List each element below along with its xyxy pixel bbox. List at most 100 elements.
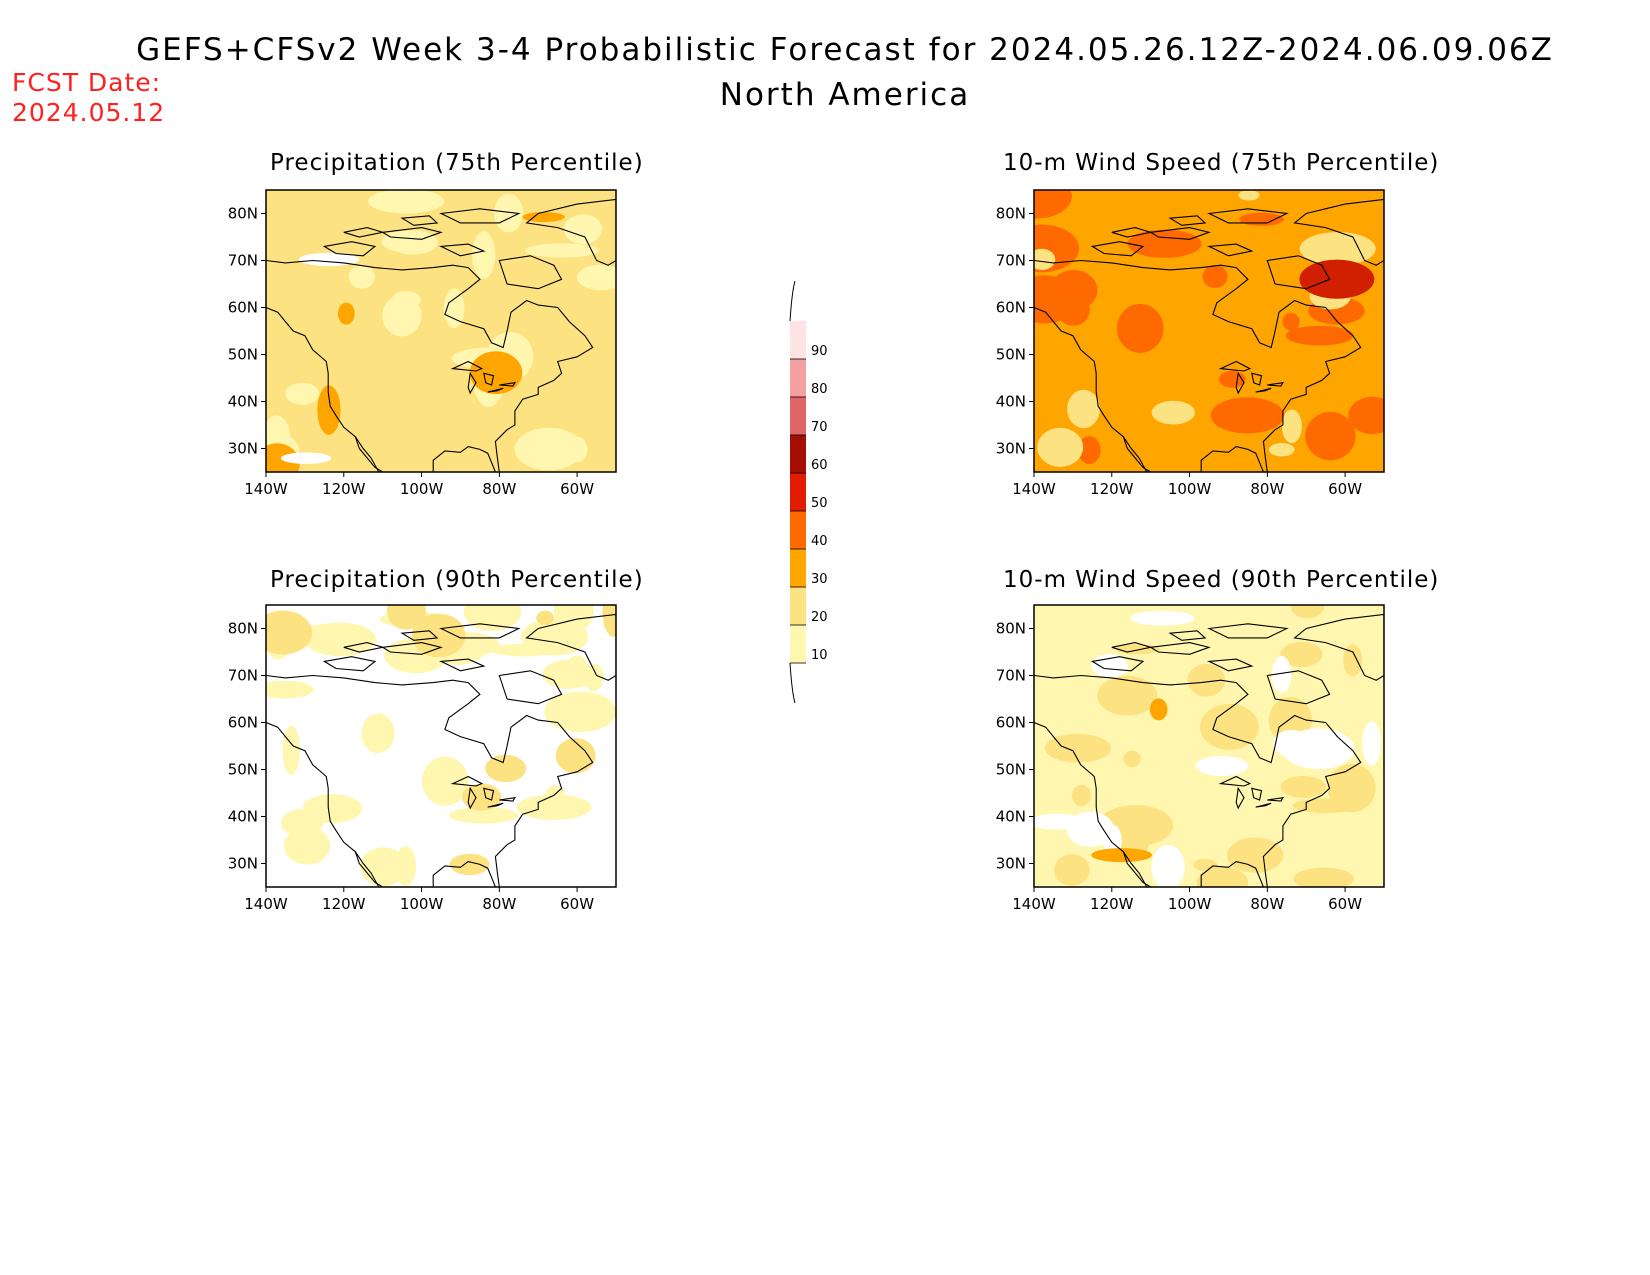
lon-tick-label: 120W — [1090, 895, 1134, 913]
lake-outline — [1251, 372, 1263, 386]
island-outline — [1168, 215, 1207, 226]
colorbar-level-label: 10 — [811, 648, 828, 663]
probability-patch — [361, 713, 395, 754]
probability-patch — [1285, 325, 1354, 346]
island-outline — [438, 658, 486, 672]
island-outline — [322, 241, 377, 257]
lake-outline — [1255, 802, 1272, 808]
probability-patch — [521, 618, 588, 656]
lat-tick-label: 70N — [996, 667, 1026, 685]
lake-outline — [1235, 371, 1245, 395]
lat-tick-label: 50N — [228, 346, 258, 364]
lon-tick-label: 80W — [1250, 480, 1284, 498]
lake-outline — [1251, 787, 1263, 801]
lat-tick-label: 60N — [996, 299, 1026, 317]
colorbar-bottom-cap — [789, 662, 796, 704]
lon-tick-label: 80W — [1250, 895, 1284, 913]
lon-tick-label: 60W — [560, 895, 594, 913]
lat-tick-label: 80N — [228, 620, 258, 638]
island-outline — [322, 656, 377, 672]
lon-tick-label: 100W — [400, 480, 444, 498]
probability-patch — [1305, 411, 1356, 461]
probability-patch — [1238, 190, 1260, 201]
panel-title-precip-90: Precipitation (90th Percentile) — [270, 567, 644, 593]
island-outline — [400, 630, 439, 641]
colorbar-swatch — [790, 511, 806, 549]
lake-outline — [450, 775, 484, 787]
probability-patch — [1282, 728, 1355, 770]
map-frame — [1033, 604, 1385, 888]
probability-patch — [443, 288, 465, 329]
colorbar-swatch — [790, 625, 806, 663]
probability-patch — [1077, 436, 1101, 465]
coastline — [1034, 674, 1362, 887]
probability-patch — [388, 230, 438, 255]
colorbar-swatch — [790, 435, 806, 473]
island-outline — [1111, 227, 1151, 238]
probability-colorbar: 10 20 30 40 50 60 70 80 90 — [789, 280, 828, 704]
probability-patch — [449, 853, 490, 876]
colorbar-swatch — [790, 473, 806, 511]
probability-patch — [1067, 389, 1100, 429]
probability-patch — [266, 680, 314, 699]
lake-outline — [1218, 775, 1252, 787]
probability-patch — [348, 264, 375, 289]
probability-patch — [1187, 663, 1226, 697]
lake-outline — [483, 787, 495, 801]
probability-patch — [1034, 190, 1072, 219]
probability-patch — [1037, 427, 1084, 467]
probability-patch — [395, 846, 417, 886]
probability-patch — [1196, 866, 1249, 887]
probability-patch — [368, 190, 444, 214]
probability-patch — [1268, 443, 1295, 457]
probability-patch — [449, 807, 519, 824]
probability-patch — [469, 351, 523, 395]
coastline — [266, 721, 380, 887]
lake-outline — [1267, 381, 1284, 387]
island-outline — [438, 243, 486, 257]
map-panel-precip-75: 80N 70N 60N 50N 40N 30N 140W 120W 100W 80W 60W — [228, 189, 617, 498]
coastline — [266, 259, 594, 472]
island-outline — [1207, 208, 1289, 224]
probability-patch — [266, 443, 300, 472]
island-outline — [1168, 630, 1207, 641]
forecast-date-value: 2024.05.12 — [12, 98, 166, 127]
lat-tick-label: 30N — [996, 440, 1026, 458]
island-outline — [1111, 642, 1151, 653]
probability-patch — [563, 214, 603, 245]
probability-patch — [1066, 811, 1114, 847]
probability-patch — [1280, 775, 1327, 798]
coastline — [1122, 851, 1151, 887]
lat-tick-label: 30N — [228, 855, 258, 873]
colorbar-swatch — [790, 587, 806, 625]
colorbar-level-label: 70 — [811, 420, 828, 435]
probability-patch — [602, 605, 616, 637]
probability-patch — [1034, 248, 1056, 270]
probability-patch — [1149, 698, 1168, 721]
island-outline — [498, 255, 563, 290]
colorbar-swatch — [790, 397, 806, 435]
lat-tick-label: 70N — [228, 252, 258, 270]
island-outline — [343, 642, 383, 653]
island-outline — [525, 613, 616, 681]
lon-tick-label: 140W — [1012, 895, 1056, 913]
probability-patch — [386, 605, 426, 630]
probability-patch — [514, 427, 584, 471]
colorbar-level-label: 20 — [811, 610, 828, 625]
lon-tick-label: 120W — [322, 480, 366, 498]
lon-tick-label: 60W — [560, 480, 594, 498]
colorbar-level-label: 30 — [811, 572, 828, 587]
probability-patch — [422, 756, 469, 806]
colorbar-level-label: 80 — [811, 382, 828, 397]
probability-patch — [391, 291, 421, 309]
coastline — [1034, 306, 1148, 472]
lat-tick-label: 60N — [228, 299, 258, 317]
map-frame — [1033, 189, 1385, 473]
probability-patch — [1193, 858, 1218, 872]
probability-patch — [1348, 396, 1384, 435]
lake-outline — [499, 381, 516, 387]
probability-patch — [1097, 675, 1158, 716]
island-outline — [525, 198, 616, 266]
probability-patch — [266, 610, 313, 655]
lon-tick-label: 100W — [1168, 895, 1212, 913]
